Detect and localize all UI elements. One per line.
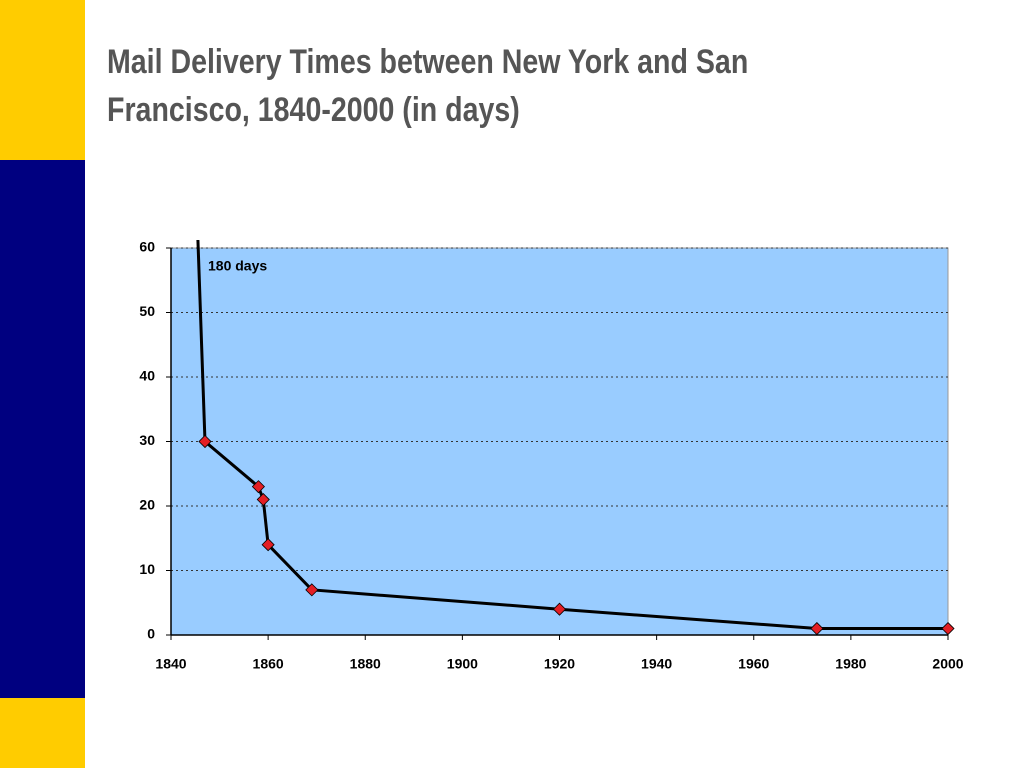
x-tick-label: 2000 [932, 656, 963, 672]
data-point [305, 583, 319, 597]
y-tick-label: 0 [147, 626, 155, 642]
x-tick-label: 1980 [835, 656, 866, 672]
x-tick-label: 1880 [350, 656, 381, 672]
data-point [941, 621, 955, 636]
x-tick-label: 1840 [155, 656, 186, 672]
x-tick-label: 1900 [447, 656, 478, 672]
plot-clip [196, 240, 955, 636]
y-tick-label: 60 [139, 239, 155, 255]
data-point [552, 602, 567, 616]
accent-bar [0, 160, 85, 698]
plot-area [170, 247, 949, 636]
x-tick-label: 1920 [544, 656, 575, 672]
data-point [198, 434, 212, 449]
data-point [810, 621, 824, 636]
data-point [256, 492, 270, 507]
accent-bar [0, 0, 85, 160]
chart-title: Mail Delivery Times between New York and… [107, 43, 749, 129]
data-point [251, 480, 265, 494]
data-point [261, 538, 275, 552]
x-tick-label: 1860 [253, 656, 284, 672]
y-tick-label: 30 [139, 432, 155, 448]
y-tick-label: 20 [139, 497, 155, 513]
accent-bar [0, 698, 85, 768]
x-tick-label: 1960 [738, 656, 769, 672]
y-tick-label: 10 [139, 561, 155, 577]
x-tick-label: 1940 [641, 656, 672, 672]
y-tick-label: 40 [139, 368, 155, 384]
y-tick-label: 50 [139, 303, 155, 319]
annotation: 180 days [208, 258, 267, 274]
